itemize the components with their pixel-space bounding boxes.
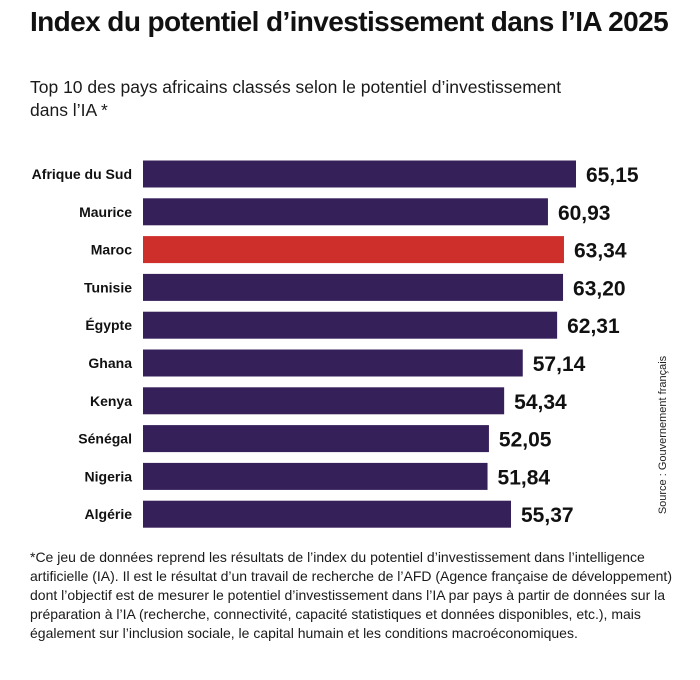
bar: [143, 311, 558, 339]
bar-chart: Afrique du Sud 65,15 Maurice 60,93 Maroc 63,3…: [32, 160, 639, 528]
bar: [143, 198, 548, 226]
bar-row: Algérie 55,37: [85, 500, 574, 528]
chart-title: Index du potentiel d’investissement dans…: [30, 6, 669, 37]
category-label: Ghana: [88, 355, 132, 371]
value-label: 51,84: [498, 466, 551, 489]
bar: [143, 387, 505, 415]
footnote: *Ce jeu de données reprend les résultats…: [30, 549, 672, 641]
value-label: 57,14: [533, 353, 586, 376]
bar-row: Égypte 62,31: [85, 311, 620, 339]
chart-subtitle: Top 10 des pays africains classés selon …: [30, 77, 562, 120]
bar: [143, 273, 564, 301]
category-label: Sénégal: [78, 431, 132, 447]
bar: [143, 236, 564, 264]
source-note: Source : Gouvernement français: [657, 355, 669, 515]
value-label: 55,37: [521, 504, 574, 527]
category-label: Maroc: [91, 242, 132, 258]
value-label: 65,15: [586, 164, 639, 187]
bar-row: Nigeria 51,84: [85, 462, 551, 490]
bar: [143, 500, 512, 528]
category-label: Nigeria: [85, 468, 133, 484]
category-label: Kenya: [90, 393, 132, 409]
bar-row: Tunisie 63,20: [84, 273, 626, 301]
bar: [143, 160, 576, 188]
category-label: Égypte: [85, 317, 132, 333]
value-label: 60,93: [558, 202, 611, 225]
category-label: Afrique du Sud: [32, 166, 132, 182]
bar-row: Kenya 54,34: [90, 387, 567, 415]
category-label: Algérie: [85, 506, 133, 522]
bar: [143, 425, 489, 453]
bar: [143, 349, 523, 377]
bar-row: Maroc 63,34: [91, 236, 627, 264]
value-label: 54,34: [514, 391, 567, 414]
category-label: Maurice: [79, 204, 132, 220]
bar: [143, 462, 488, 490]
category-label: Tunisie: [84, 279, 132, 295]
bar-row: Afrique du Sud 65,15: [32, 160, 639, 188]
value-label: 52,05: [499, 429, 552, 452]
bar-row: Sénégal 52,05: [78, 425, 552, 453]
bar-row: Maurice 60,93: [79, 198, 611, 226]
value-label: 62,31: [567, 315, 620, 338]
value-label: 63,20: [573, 277, 626, 300]
bar-row: Ghana 57,14: [88, 349, 586, 377]
value-label: 63,34: [574, 240, 627, 263]
